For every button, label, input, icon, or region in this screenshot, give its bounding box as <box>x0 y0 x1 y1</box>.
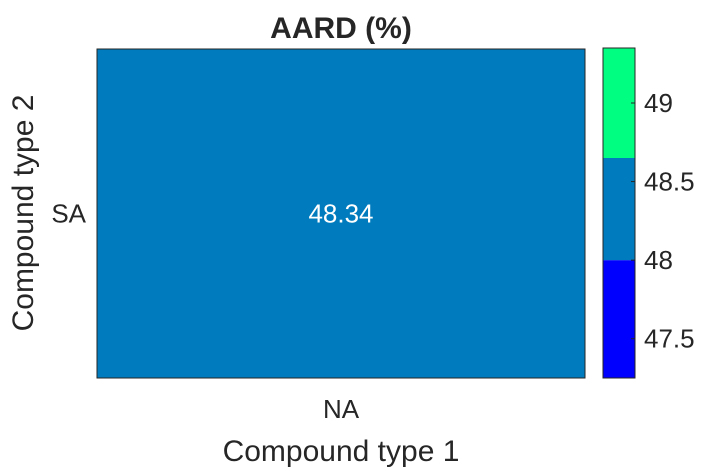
colorbar-tick-label: 48 <box>644 245 673 275</box>
y-tick-label: SA <box>51 199 86 229</box>
y-tick-labels: SA <box>51 199 86 229</box>
heatmap-cell <box>97 49 585 378</box>
chart-title: AARD (%) <box>270 12 412 45</box>
colorbar-bin <box>603 48 635 158</box>
colorbar-tick-label: 49 <box>644 88 673 118</box>
x-tick-label: NA <box>323 394 360 424</box>
colorbar-bin <box>603 158 635 261</box>
x-axis-label: Compound type 1 <box>223 435 460 468</box>
colorbar-tick-label: 48.5 <box>644 167 695 197</box>
colorbar-tick-label: 47.5 <box>644 324 695 354</box>
heatmap-cell-label: 48.34 <box>308 199 373 229</box>
colorbar-tick-labels: 47.5 48 48.5 49 <box>631 88 695 354</box>
plot-frame <box>96 48 586 379</box>
heatmap-cell-labels: 48.34 <box>308 199 373 229</box>
colorbar <box>603 48 635 378</box>
x-tick-labels: NA <box>323 394 360 424</box>
heatmap-cells <box>97 49 585 378</box>
colorbar-frame <box>602 47 636 379</box>
y-axis-label: Compound type 2 <box>7 95 40 332</box>
colorbar-bin <box>603 260 635 378</box>
